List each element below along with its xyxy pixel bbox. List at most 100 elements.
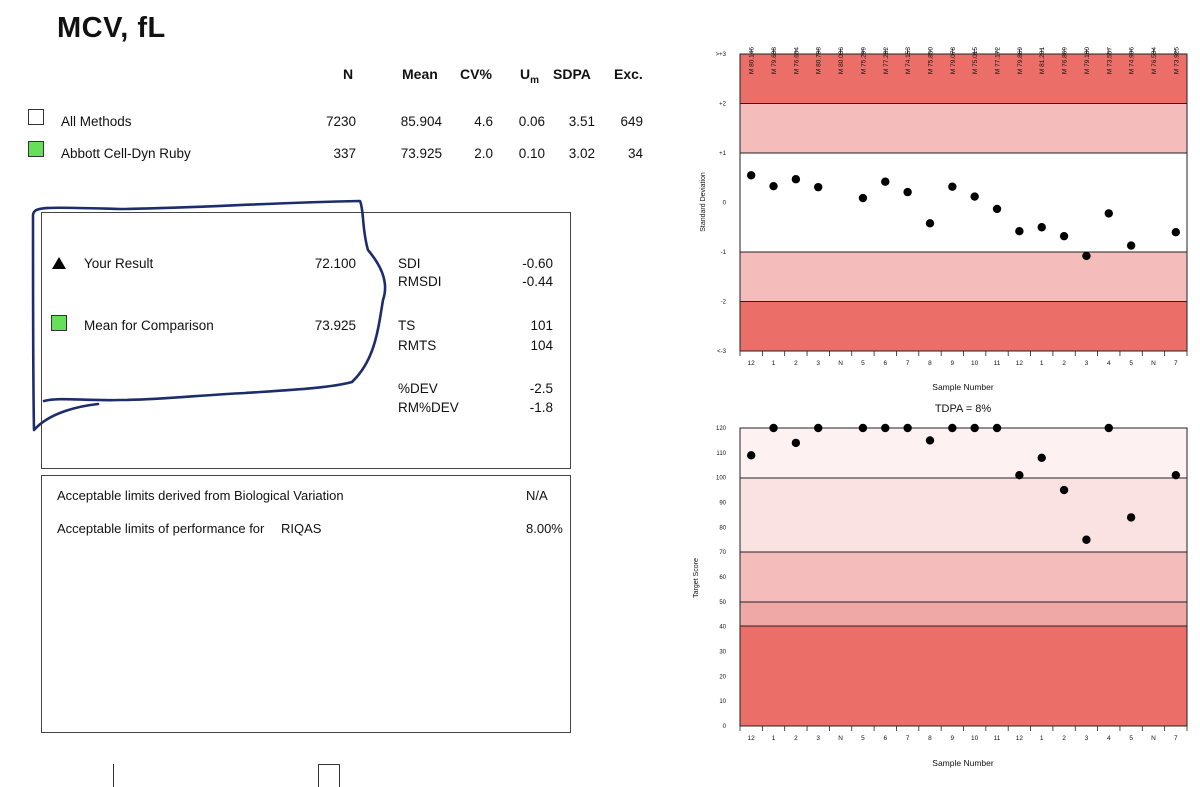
sd-top-label: M 77.282	[883, 47, 890, 74]
ts-y-tick-label: 50	[719, 600, 726, 606]
sd-top-label: M 79.078	[950, 47, 957, 74]
sd-x-ticks	[739, 351, 1188, 356]
rmsdi-label: RMSDI	[398, 274, 442, 289]
sd-point	[1015, 227, 1024, 236]
sd-top-label: M 75.015	[972, 47, 979, 74]
ts-x-tick-label: 12	[748, 735, 756, 742]
ts-y-tick-label: 0	[723, 724, 727, 730]
ts-y-tick-label: 30	[719, 650, 726, 656]
sd-x-tick-label: 2	[794, 360, 798, 367]
sd-x-tick-label: N	[1151, 360, 1156, 367]
rmts-value: 104	[530, 338, 553, 353]
row-sdpa: 3.02	[568, 146, 595, 161]
sd-top-label: M 79.869	[1017, 47, 1024, 74]
ts-x-tick-label: 1	[1040, 735, 1044, 742]
row-label: Abbott Cell-Dyn Ruby	[61, 146, 191, 161]
sd-top-label: M 80.798	[816, 47, 823, 74]
ts-point	[1126, 513, 1136, 522]
ts-y-tick-label: 40	[719, 625, 726, 631]
ts-points	[746, 423, 1181, 544]
handdrawn-annotation	[31, 199, 387, 432]
bio-limits-value: N/A	[526, 488, 548, 503]
sd-point	[791, 175, 801, 184]
sd-point	[925, 219, 935, 228]
sd-top-label: M 74.906	[1129, 47, 1136, 74]
ts-point	[1082, 535, 1091, 544]
sd-x-tick-label: 3	[816, 360, 820, 367]
row-um: 0.06	[518, 114, 545, 129]
ts-band-upper	[740, 478, 1187, 552]
bottom-divider	[113, 764, 114, 787]
sd-y-tick-label: -2	[721, 300, 727, 306]
ts-y-tick-label: 120	[716, 426, 727, 432]
sd-top-label: M 76.534	[1151, 47, 1158, 74]
sd-point	[1082, 251, 1091, 261]
row-sdpa: 3.51	[568, 114, 595, 129]
sd-y-tick-label: +1	[719, 151, 727, 157]
ts-x-axis-label: Sample Number	[932, 758, 994, 768]
ts-x-tick-label: 2	[1062, 735, 1066, 742]
your-result-value: 72.100	[314, 256, 356, 271]
sd-chart: >+3 +2 +1 0 -1 -2 <-3 M 80.146 M 79.638 M 76.604…	[700, 47, 1188, 392]
ts-point	[881, 423, 890, 433]
sd-band-top-dark	[740, 54, 1187, 104]
sd-point	[992, 204, 1002, 214]
sd-top-label: M 73.557	[1106, 47, 1113, 74]
row-um: 0.10	[518, 146, 545, 161]
sd-x-tick-label: 9	[951, 360, 955, 367]
row-cv: 4.6	[474, 114, 493, 129]
ts-point	[1015, 470, 1024, 480]
sd-band-bottom-dark	[740, 301, 1187, 351]
ts-x-tick-label: 9	[951, 735, 955, 742]
ts-x-tick-label: 5	[861, 735, 865, 742]
bottom-square	[318, 764, 340, 787]
sd-y-ticks: >+3 +2 +1 0 -1 -2 <-3	[716, 52, 727, 355]
sd-points	[746, 171, 1181, 261]
header-mean: Mean	[402, 66, 438, 82]
mean-comparison-label: Mean for Comparison	[84, 318, 214, 333]
perf-limits-scheme: RIQAS	[281, 521, 322, 536]
ts-point	[746, 451, 756, 460]
your-result-triangle-icon	[52, 257, 66, 269]
ts-point	[1104, 423, 1113, 433]
sd-band-center	[740, 153, 1187, 252]
ts-x-tick-label: 3	[816, 735, 820, 742]
rmts-label: RMTS	[398, 338, 437, 353]
ts-x-tick-label: 7	[1174, 735, 1178, 742]
sd-x-tick-label: 12	[748, 360, 756, 367]
sd-x-tick-label: 5	[1129, 360, 1133, 367]
sd-x-tick-label: 2	[1062, 360, 1066, 367]
row-mean: 73.925	[400, 146, 442, 161]
sd-top-label: M 75.850	[927, 47, 934, 74]
rmdev-label: RM%DEV	[398, 400, 459, 415]
sd-top-label: M 80.036	[838, 47, 845, 74]
sd-x-tick-label: 3	[1085, 360, 1089, 367]
ts-y-tick-label: 10	[719, 699, 726, 705]
sd-top-labels: M 80.146 M 79.638 M 76.604 M 80.798 M 80.036…	[749, 47, 1181, 74]
sd-x-tick-label: 7	[1174, 360, 1178, 367]
row-exc: 34	[627, 146, 643, 161]
ts-x-tick-label: N	[1151, 735, 1156, 742]
bio-limits-label: Acceptable limits derived from Biologica…	[57, 488, 344, 503]
sd-x-tick-label: 8	[928, 360, 932, 367]
header-exc: Exc.	[614, 66, 643, 82]
ts-value: 101	[530, 318, 553, 333]
ts-y-tick-label: 60	[719, 575, 726, 581]
header-cv: CV%	[460, 66, 492, 82]
row-label: All Methods	[61, 114, 132, 129]
sd-x-tick-label: 1	[1040, 360, 1044, 367]
mean-legend-square	[51, 315, 67, 331]
sd-x-tick-label: 4	[1107, 360, 1111, 367]
row-cv: 2.0	[474, 146, 493, 161]
limits-box	[41, 475, 571, 733]
ts-label: TS	[398, 318, 416, 333]
ts-y-tick-label: 20	[719, 674, 726, 680]
your-result-label: Your Result	[84, 256, 154, 271]
ts-band-mid	[740, 552, 1187, 602]
sd-point	[769, 181, 778, 191]
ts-y-tick-label: 100	[716, 476, 727, 482]
sd-point	[1171, 228, 1181, 237]
sd-point	[814, 182, 823, 192]
